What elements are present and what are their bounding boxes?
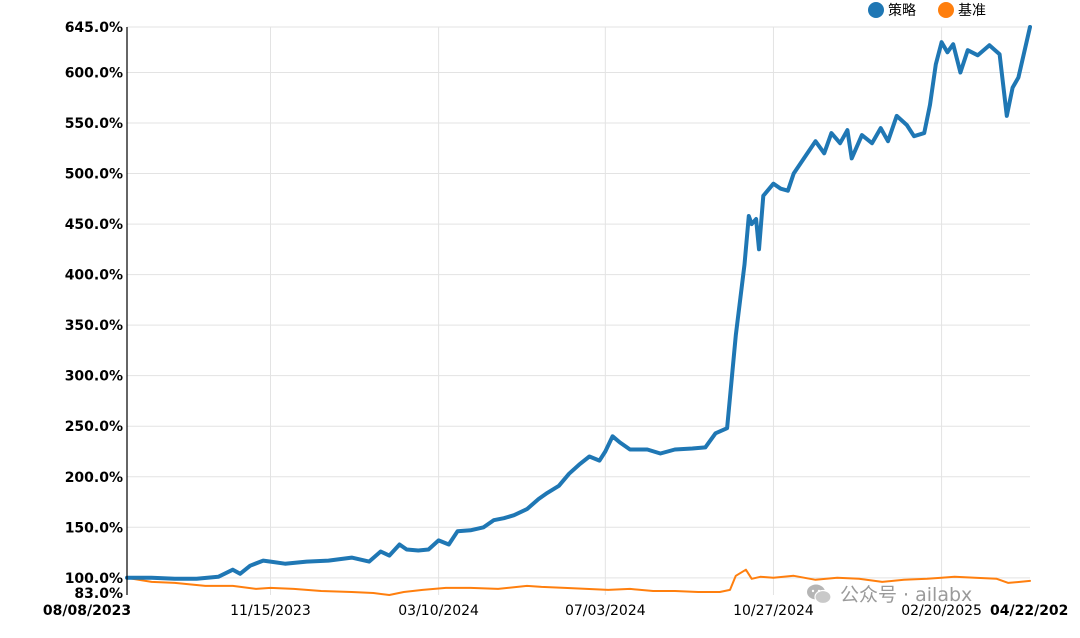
wechat-icon: [806, 583, 832, 605]
legend-item-strategy[interactable]: 策略: [868, 0, 916, 20]
chart-legend: 策略 基准: [868, 0, 986, 20]
y-axis-ticks: 83.0%100.0% 150.0% 200.0% 250.0% 300.0% 350.0…: [65, 20, 123, 602]
y-tick-label: 645.0%: [65, 20, 123, 36]
y-tick-label: 350.0%: [65, 318, 123, 334]
legend-label-strategy: 策略: [888, 3, 916, 19]
y-tick-label: 200.0%: [65, 470, 123, 486]
series-line-strategy: [125, 25, 1032, 581]
y-tick-label: 150.0%: [65, 520, 123, 536]
legend-swatch-benchmark: [938, 2, 954, 18]
y-tick-label: 300.0%: [65, 369, 123, 385]
y-tick-label: 600.0%: [65, 65, 123, 81]
watermark: 公众号 · ailabx: [806, 580, 972, 607]
series-lines: [125, 25, 1032, 596]
x-tick-label: 07/03/2024: [565, 603, 646, 619]
x-tick-label: 11/15/2023: [230, 603, 311, 619]
legend-label-benchmark: 基准: [958, 3, 986, 19]
y-tick-label: 550.0%: [65, 116, 123, 132]
y-tick-label: 450.0%: [65, 217, 123, 233]
x-tick-label: 02/20/2025: [901, 603, 982, 619]
x-axis-ticks: 08/08/2023 11/15/2023 03/10/2024 07/03/2024…: [43, 603, 1069, 619]
y-tick-label: 400.0%: [65, 268, 123, 284]
x-tick-label: 10/27/2024: [733, 603, 814, 619]
y-tick-label: 500.0%: [65, 167, 123, 183]
series-line-benchmark: [126, 568, 1031, 596]
x-tick-label: 03/10/2024: [398, 603, 479, 619]
y-tick-label: 250.0%: [65, 419, 123, 435]
y-tick-label: 83.0%: [74, 586, 123, 602]
watermark-text: 公众号 · ailabx: [840, 584, 973, 606]
grid-lines: [127, 26, 1030, 595]
legend-swatch-strategy: [868, 2, 884, 18]
y-tick-label: 100.0%: [65, 571, 123, 587]
x-tick-label: 08/08/2023: [43, 603, 131, 619]
legend-item-benchmark[interactable]: 基准: [938, 0, 986, 20]
x-tick-label: 04/22/202: [990, 603, 1068, 619]
